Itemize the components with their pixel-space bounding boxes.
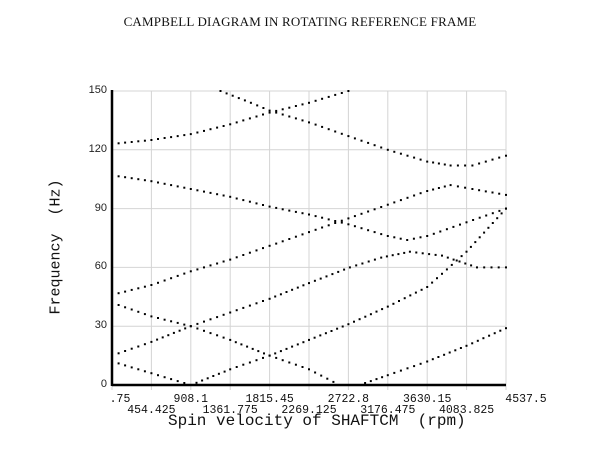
x-tick-label: 4083.825 — [438, 404, 495, 417]
x-tick-label: 908.1 — [173, 393, 209, 406]
y-tick-label: 0 — [100, 378, 107, 390]
x-axis-label: Spin velocity of SHAFTCM (rpm) — [168, 412, 466, 430]
chart-title: CAMPBELL DIAGRAM IN ROTATING REFERENCE F… — [123, 14, 477, 29]
x-tick-label: 3176.475 — [360, 404, 416, 417]
series-mode-5 — [358, 327, 507, 386]
y-tick-label: 30 — [94, 319, 107, 332]
y-tick-label: 120 — [88, 142, 107, 155]
series-mode-4 — [189, 207, 507, 386]
series-mode-3 — [111, 250, 507, 357]
series-mode-6 — [111, 184, 507, 296]
series-mode-9 — [219, 90, 507, 167]
y-tick-label: 150 — [88, 84, 107, 96]
x-tick-label: 1815.45 — [245, 393, 294, 406]
x-tick-label: .75 — [109, 393, 131, 406]
x-tick-label: 2722.8 — [327, 393, 370, 406]
y-axis-label: Frequency (Hz) — [47, 179, 65, 315]
series-mode-7 — [111, 174, 507, 241]
x-tick-label: 1361.775 — [202, 404, 258, 417]
series-mode-8 — [111, 90, 350, 145]
x-tick-label: 4537.5 — [505, 393, 547, 406]
x-tick-label: 2269.125 — [281, 404, 337, 417]
x-tick-label: 3630.15 — [403, 393, 452, 406]
x-tick-label: 454.425 — [127, 404, 176, 417]
y-tick-label: 60 — [94, 260, 107, 273]
y-tick-label: 90 — [94, 201, 107, 214]
